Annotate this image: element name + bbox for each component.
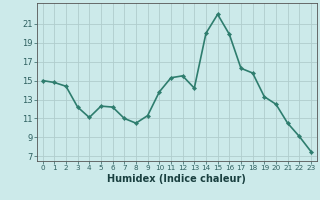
X-axis label: Humidex (Indice chaleur): Humidex (Indice chaleur) (108, 174, 246, 184)
